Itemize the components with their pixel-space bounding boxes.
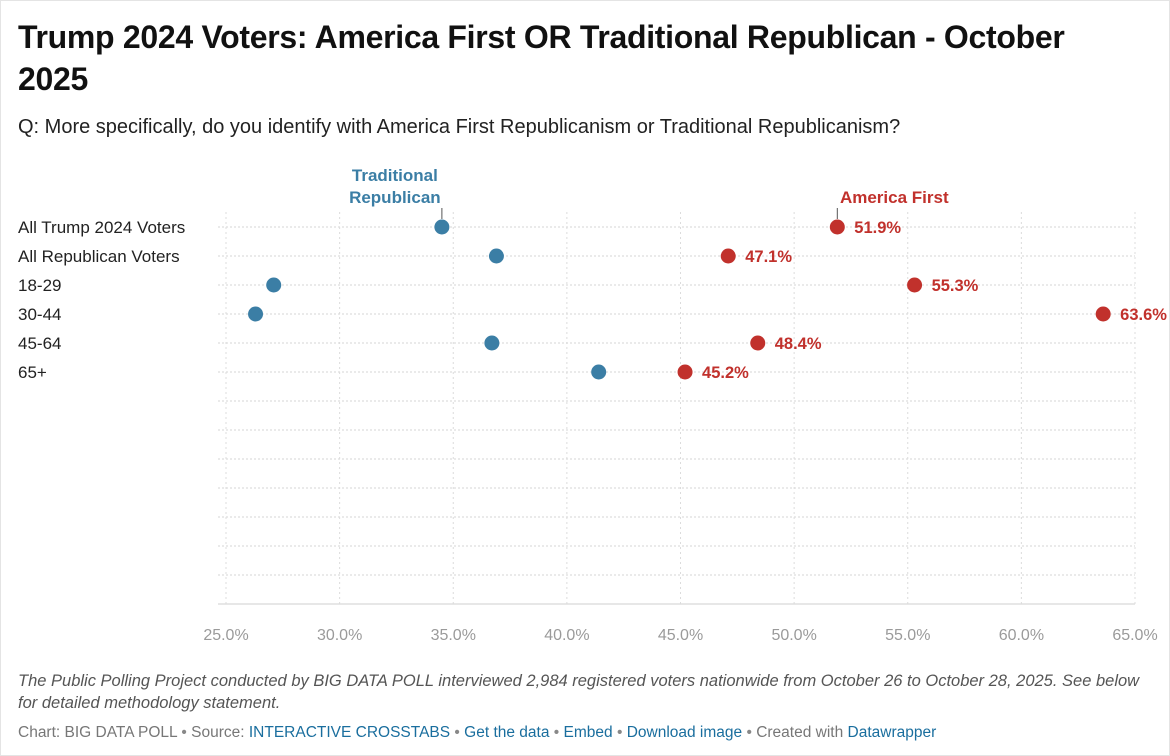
created-with-label: Created with (756, 724, 844, 741)
source-label: Source: (191, 724, 245, 741)
traditional-republican-dot (488, 248, 504, 264)
category-label: All Trump 2024 Voters (18, 218, 185, 237)
x-tick-label: 50.0% (771, 627, 816, 644)
traditional-republican-dot (434, 219, 450, 235)
methodology-note: The Public Polling Project conducted by … (18, 672, 1140, 712)
america-first-dot (829, 219, 845, 235)
x-tick-label: 65.0% (1112, 627, 1157, 644)
x-tick-label: 40.0% (544, 627, 589, 644)
america-first-value-label: 47.1% (745, 248, 792, 266)
america-first-dot (677, 364, 693, 380)
dumbbell-chart: 25.0% 30.0% 35.0% 40.0% 45.0% 50.0% 55.0% 60.0%… (18, 166, 1167, 644)
chart-title: Trump 2024 Voters: America First OR Trad… (18, 19, 1065, 97)
america-first-value-label: 55.3% (932, 277, 979, 295)
traditional-republican-dot (484, 335, 500, 351)
america-first-dot (907, 277, 923, 293)
chart-footer: Chart: BIG DATA POLL • Source: INTERACTI… (18, 724, 937, 741)
traditional-republican-dot (591, 364, 607, 380)
embed-link[interactable]: Embed (563, 724, 613, 741)
x-tick-label: 25.0% (203, 627, 248, 644)
category-label: 30-44 (18, 305, 61, 324)
category-label: All Republican Voters (18, 247, 180, 266)
traditional-republican-label: Traditional (352, 166, 438, 185)
x-tick-label: 45.0% (658, 627, 703, 644)
america-first-dot (720, 248, 736, 264)
chart-credit: Chart: BIG DATA POLL (18, 724, 178, 741)
chart-subtitle: Q: More specifically, do you identify wi… (18, 116, 901, 138)
x-tick-label: 35.0% (431, 627, 476, 644)
download-image-link[interactable]: Download image (626, 724, 743, 741)
datawrapper-link[interactable]: Datawrapper (847, 724, 937, 741)
america-first-value-label: 51.9% (854, 219, 901, 237)
america-first-value-label: 48.4% (775, 335, 822, 353)
traditional-republican-dot (266, 277, 282, 293)
america-first-value-label: 45.2% (702, 364, 749, 382)
america-first-series-label: America First (840, 188, 949, 207)
get-the-data-link[interactable]: Get the data (464, 724, 550, 741)
x-tick-label: 55.0% (885, 627, 930, 644)
x-tick-label: 30.0% (317, 627, 362, 644)
america-first-dot (750, 335, 766, 351)
category-label: 45-64 (18, 334, 61, 353)
x-tick-label: 60.0% (999, 627, 1044, 644)
traditional-republican-label: Republican (349, 188, 441, 207)
america-first-dot (1095, 306, 1111, 322)
america-first-value-label: 63.6% (1120, 306, 1167, 324)
category-label: 18-29 (18, 276, 61, 295)
category-label: 65+ (18, 363, 47, 382)
traditional-republican-dot (248, 306, 264, 322)
interactive-crosstabs-link[interactable]: INTERACTIVE CROSSTABS (248, 724, 451, 741)
